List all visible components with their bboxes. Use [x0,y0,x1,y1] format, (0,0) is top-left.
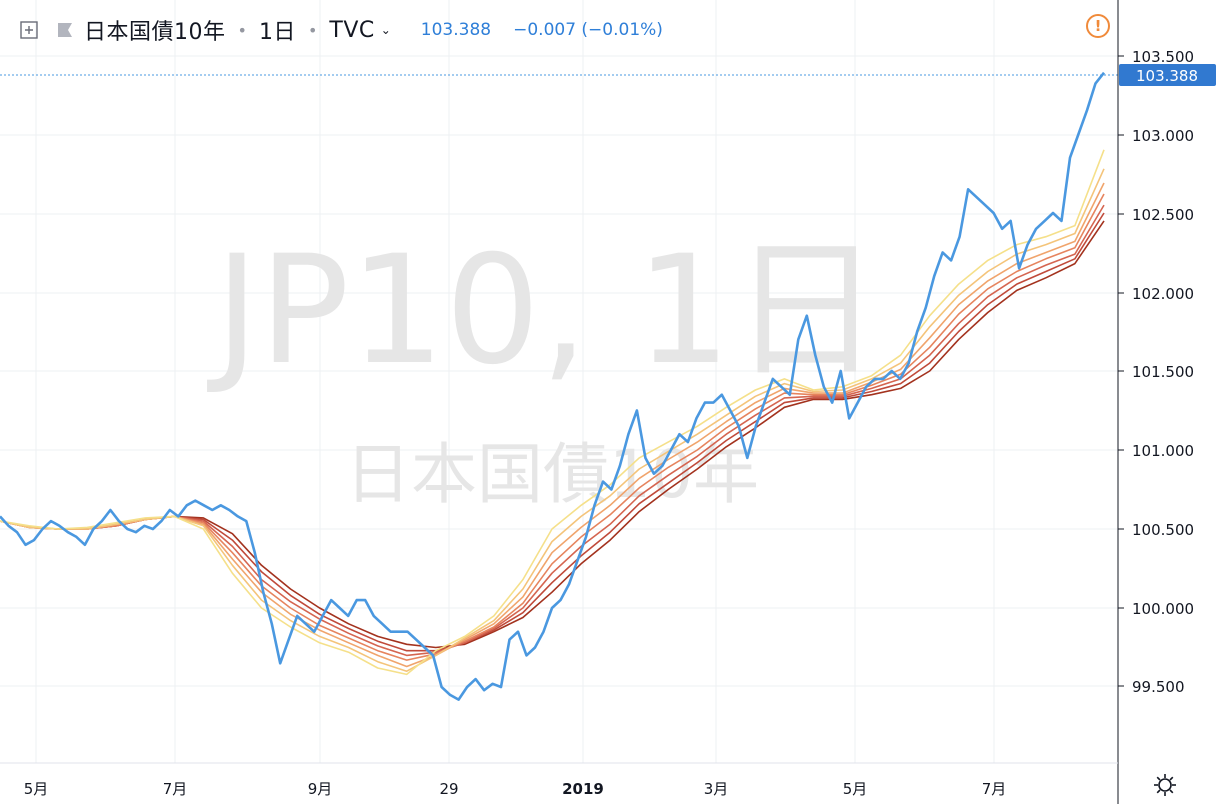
y-tick-label: 99.500 [1132,678,1185,696]
y-tick-label: 100.000 [1132,600,1194,618]
y-tick-label: 103.000 [1132,127,1194,145]
watermark-sub: 日本国債10年 [345,436,759,513]
x-tick-label: 5月 [843,780,868,798]
x-tick-label: 2019 [562,780,604,798]
price-change: −0.007 (−0.01%) [513,20,663,40]
y-tick-label: 102.500 [1132,206,1194,224]
price-axis[interactable]: 99.500 100.000 100.500 101.000 101.500 102.00… [1118,48,1194,696]
exchange-label: TVC [329,17,375,43]
ema-ribbon [0,149,1105,676]
watermark: JP10, 1日 日本国債10年 [207,224,881,513]
header-separator: • [307,20,318,40]
chevron-down-icon: ⌄ [380,23,391,37]
price-tag-label: 103.388 [1136,67,1198,85]
x-tick-label: 7月 [982,780,1007,798]
series-price [0,71,1106,701]
y-tick-label: 100.500 [1132,521,1194,539]
x-tick-label: 29 [439,780,458,798]
time-axis[interactable]: 5月 7月 9月 29 2019 3月 5月 7月 [24,780,1007,798]
exchange-selector[interactable]: TVC ⌄ [329,18,390,43]
price-tag: 103.388 [1119,64,1216,86]
last-price: 103.388 [420,20,492,40]
settings-icon[interactable] [1152,772,1178,798]
grid [0,0,1118,763]
header-separator: • [237,20,247,40]
alert-icon[interactable]: ! [1086,14,1110,38]
x-tick-label: 9月 [308,780,333,798]
x-tick-label: 3月 [704,780,729,798]
x-tick-label: 7月 [163,780,188,798]
chart-header: 日本国債10年 • 1日 • TVC ⌄ 103.388 −0.007 (−0.… [0,0,1118,60]
y-tick-label: 102.000 [1132,285,1194,303]
series-ema-fast [0,149,1105,676]
interval-label[interactable]: 1日 [258,20,296,45]
y-tick-label: 101.500 [1132,363,1194,381]
plus-square-icon[interactable] [18,19,40,41]
symbol-name[interactable]: 日本国債10年 [84,20,226,45]
price-series [0,71,1106,701]
y-tick-label: 101.000 [1132,442,1194,460]
x-tick-label: 5月 [24,780,49,798]
watermark-main: JP10, 1日 [207,224,881,398]
price-tag-bg [1119,64,1216,86]
flag-icon[interactable] [54,19,76,41]
y-tick-label: 103.500 [1132,48,1194,66]
series-ema-mid-1 [0,168,1105,672]
